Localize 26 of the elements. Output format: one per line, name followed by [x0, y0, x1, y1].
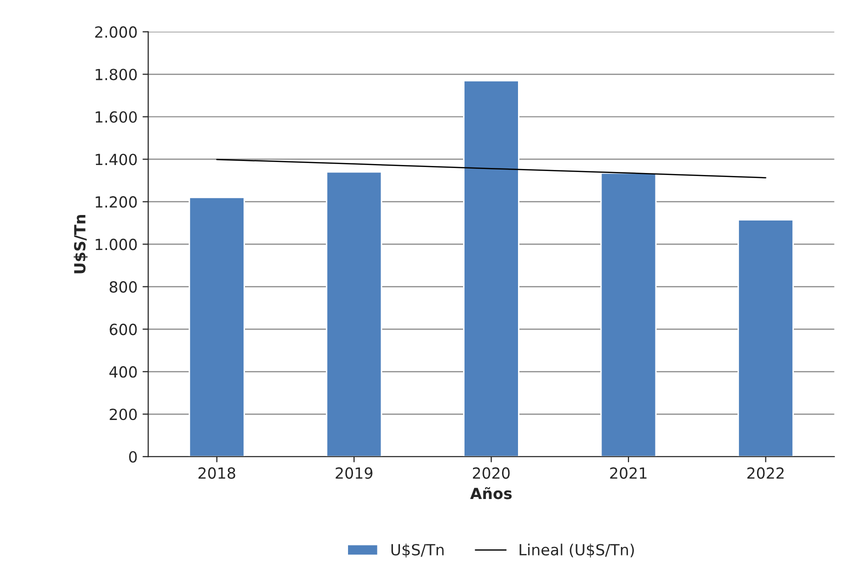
- legend-label: Lineal (U$S/Tn): [520, 544, 634, 558]
- y-tick-label: 800: [110, 281, 137, 293]
- bar: [463, 80, 520, 457]
- bar: [326, 171, 382, 457]
- x-tick-label: 2020: [472, 467, 510, 479]
- y-tick-label: 1.600: [96, 111, 137, 123]
- y-tick-label: 600: [110, 324, 137, 336]
- x-tick-label: 2021: [610, 467, 647, 479]
- line-series: [216, 158, 766, 178]
- y-axis-title: U$S/Tn: [74, 214, 88, 274]
- y-tick-label: 1.200: [96, 196, 137, 208]
- y-tick-label: 1.800: [96, 68, 137, 80]
- bar: [738, 219, 794, 457]
- y-tick-label: 1.000: [96, 238, 137, 250]
- bar: [188, 196, 245, 457]
- bar: [600, 172, 657, 457]
- y-tick-label: 0: [129, 451, 137, 463]
- x-axis-title: Años: [470, 487, 512, 500]
- y-tick-label: 2.000: [95, 26, 137, 38]
- x-tick-label: 2019: [336, 467, 372, 479]
- y-tick-label: 400: [109, 366, 137, 378]
- x-tick-label: 2018: [198, 467, 236, 479]
- legend-label: U$S/Tn: [391, 544, 444, 558]
- y-tick-label: 1.400: [96, 154, 137, 166]
- x-tick-label: 2022: [747, 467, 784, 479]
- y-tick-label: 200: [110, 408, 137, 420]
